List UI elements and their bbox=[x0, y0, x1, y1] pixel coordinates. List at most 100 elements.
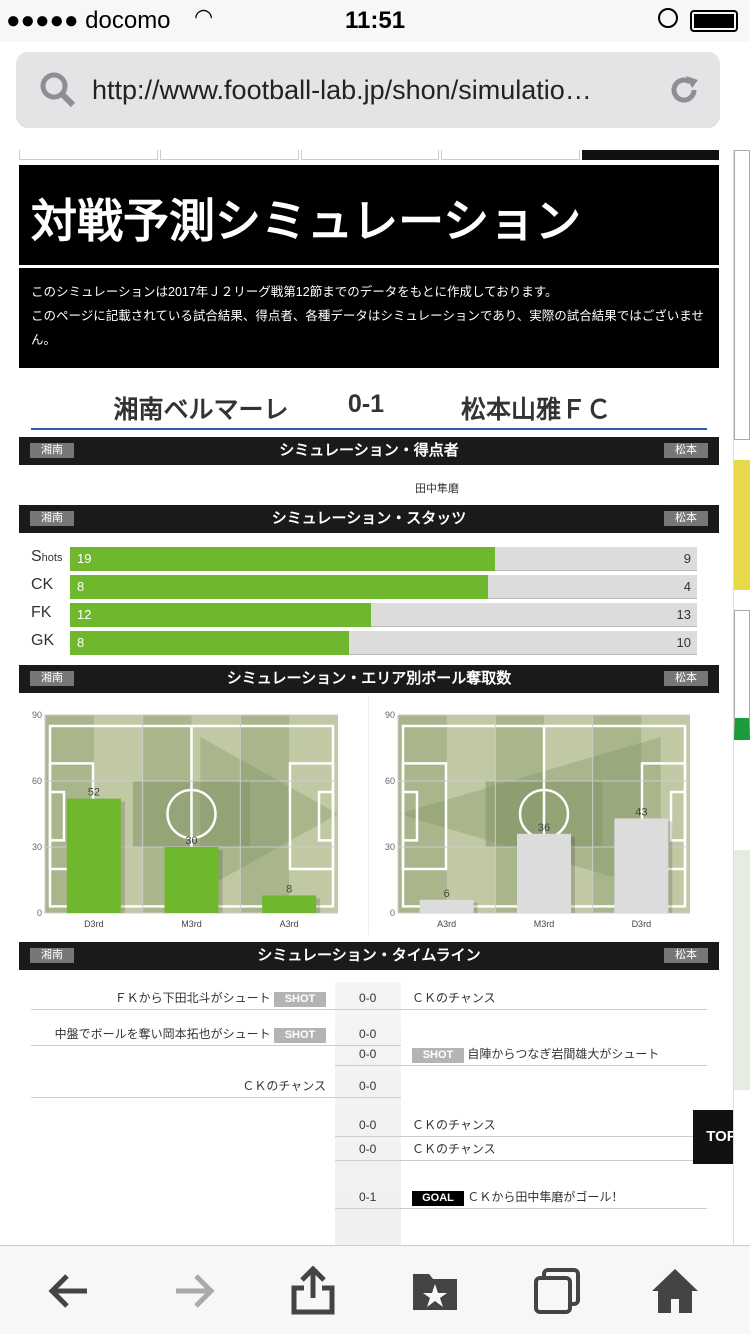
tabs-icon[interactable] bbox=[532, 1266, 582, 1316]
home-team: 湘南ベルマーレ bbox=[113, 396, 289, 424]
section-area: 湘南 シミュレーション・エリア別ボール奪取数 松本 bbox=[19, 665, 719, 693]
event-score: 0-0 bbox=[359, 1027, 377, 1041]
ad-banner[interactable] bbox=[734, 610, 750, 740]
event-score: 0-0 bbox=[359, 1047, 377, 1061]
row-divider bbox=[335, 1065, 707, 1066]
section-title: シミュレーション・得点者 bbox=[279, 442, 459, 459]
direction-arrow bbox=[398, 737, 661, 891]
bar bbox=[419, 899, 474, 913]
y-tick-label: 0 bbox=[37, 908, 42, 918]
bookmarks-icon[interactable] bbox=[410, 1266, 460, 1316]
bar bbox=[614, 818, 669, 913]
shot-badge: SHOT bbox=[412, 1048, 464, 1063]
home-icon[interactable] bbox=[650, 1266, 700, 1316]
data-label: 30 bbox=[185, 835, 197, 847]
section-timeline: 湘南 シミュレーション・タイムライン 松本 bbox=[19, 942, 719, 970]
event-score: 0-0 bbox=[359, 1142, 377, 1156]
away-event: SHOT 自陣からつなぎ岩間雄大がシュート bbox=[412, 1044, 687, 1064]
home-area-chart: 0 30 60 90 52 D3rd 30 M3rd 8 A3rd bbox=[32, 710, 338, 929]
y-tick-label: 60 bbox=[32, 776, 42, 786]
home-tag: 湘南 bbox=[30, 671, 74, 686]
home-stat-fill bbox=[70, 575, 488, 599]
shot-badge: SHOT bbox=[274, 992, 326, 1007]
stat-label: CK bbox=[31, 576, 54, 593]
section-title: シミュレーション・スタッツ bbox=[271, 510, 467, 527]
goal-box bbox=[317, 790, 335, 842]
away-stat-value: 4 bbox=[683, 579, 691, 594]
share-icon[interactable] bbox=[288, 1266, 338, 1316]
shot-badge: SHOT bbox=[274, 1028, 326, 1043]
home-event: 中盤でボールを奪い岡本拓也がシュート SHOT bbox=[31, 1024, 326, 1044]
home-stat-value: 19 bbox=[77, 551, 92, 566]
battery-icon bbox=[690, 10, 738, 32]
away-event: GOAL ＣＫから田中隼磨がゴール！ bbox=[412, 1187, 687, 1207]
home-tag: 湘南 bbox=[30, 511, 74, 526]
stat-bar: 8 10 bbox=[70, 631, 697, 655]
x-tick-label: A3rd bbox=[437, 919, 456, 929]
stat-label: FK bbox=[31, 604, 52, 621]
address-bar[interactable]: http://www.football-lab.jp/shon/simulati… bbox=[16, 52, 720, 128]
divider bbox=[368, 695, 369, 935]
clock: 11:51 bbox=[345, 7, 406, 34]
stat-bar: 12 13 bbox=[70, 603, 697, 627]
nav-tab-active[interactable] bbox=[582, 150, 719, 160]
away-tag: 松本 bbox=[664, 511, 708, 526]
status-bar: ●●●●● docomo ◠ 11:51 bbox=[0, 0, 750, 42]
nav-tab[interactable] bbox=[300, 150, 440, 160]
event-score: 0-1 bbox=[359, 1190, 377, 1204]
center-circle bbox=[166, 788, 217, 840]
ad-banner[interactable] bbox=[734, 150, 750, 440]
nav-tabs bbox=[19, 150, 719, 160]
ad-banner[interactable] bbox=[734, 460, 750, 590]
data-label: 43 bbox=[635, 806, 647, 818]
nav-tab[interactable] bbox=[441, 150, 581, 160]
y-tick-label: 0 bbox=[390, 908, 395, 918]
notice-line: このページに記載されている試合結果、得点者、各種データはシミュレーションであり、… bbox=[31, 309, 704, 347]
carrier: ●●●●● docomo bbox=[6, 7, 171, 34]
stat-label: Shots bbox=[31, 548, 63, 565]
home-stat-fill bbox=[70, 603, 371, 627]
home-stat-fill bbox=[70, 547, 496, 571]
x-tick-label: D3rd bbox=[632, 919, 652, 929]
home-stat-value: 8 bbox=[77, 579, 85, 594]
match-score: 0-1 bbox=[347, 390, 385, 418]
home-tag: 湘南 bbox=[30, 948, 74, 963]
row-divider bbox=[31, 1045, 401, 1046]
y-tick-label: 30 bbox=[385, 842, 395, 852]
section-scorers: 湘南 シミュレーション・得点者 松本 bbox=[19, 437, 719, 465]
y-tick-label: 60 bbox=[385, 776, 395, 786]
away-stat-value: 13 bbox=[676, 607, 691, 622]
away-tag: 松本 bbox=[664, 443, 708, 458]
row-divider bbox=[335, 1136, 707, 1137]
goal-badge: GOAL bbox=[412, 1191, 464, 1206]
data-label: 6 bbox=[444, 888, 450, 900]
match-header: 湘南ベルマーレ 0-1 松本山雅ＦＣ bbox=[31, 386, 707, 430]
event-score: 0-0 bbox=[359, 1118, 377, 1132]
side-ad-column bbox=[733, 150, 750, 1245]
event-score: 0-0 bbox=[359, 1079, 377, 1093]
pitch-stripe bbox=[289, 715, 338, 913]
away-tag: 松本 bbox=[664, 948, 708, 963]
home-tag: 湘南 bbox=[30, 443, 74, 458]
bar bbox=[262, 895, 317, 913]
side-widget[interactable] bbox=[734, 850, 750, 1090]
row-divider bbox=[335, 1160, 707, 1161]
data-label: 52 bbox=[88, 787, 100, 799]
wifi-icon: ◠ bbox=[194, 4, 214, 29]
bar bbox=[517, 833, 571, 913]
y-tick-label: 90 bbox=[32, 710, 42, 720]
notice: このシミュレーションは2017年Ｊ２リーグ戦第12節までのデータをもとに作成して… bbox=[19, 268, 719, 368]
url-text: http://www.football-lab.jp/shon/simulati… bbox=[92, 74, 592, 105]
row-divider bbox=[335, 1208, 707, 1209]
away-event: ＣＫのチャンス bbox=[412, 991, 496, 1005]
away-stat-value: 10 bbox=[676, 635, 691, 650]
back-icon[interactable] bbox=[45, 1266, 95, 1316]
direction-arrow bbox=[200, 737, 338, 891]
home-stat-value: 8 bbox=[77, 635, 85, 650]
y-tick-label: 90 bbox=[385, 710, 395, 720]
nav-tab[interactable] bbox=[159, 150, 299, 160]
nav-tab[interactable] bbox=[19, 150, 158, 160]
reload-icon[interactable] bbox=[666, 72, 702, 108]
bar bbox=[164, 847, 219, 913]
forward-icon[interactable] bbox=[168, 1266, 218, 1316]
